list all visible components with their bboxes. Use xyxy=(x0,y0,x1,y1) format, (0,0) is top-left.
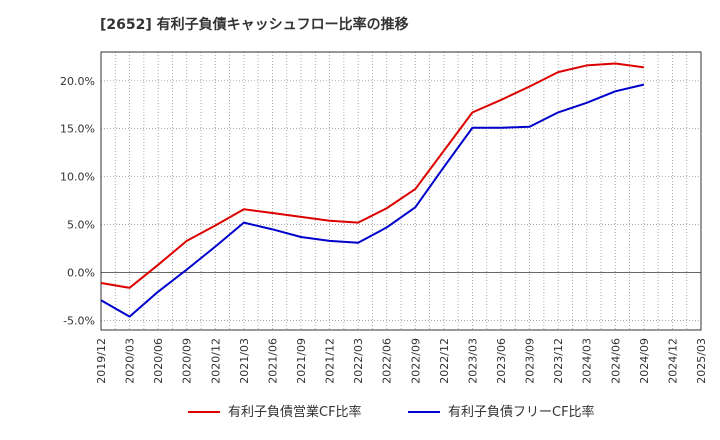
x-tick-label: 2020/06 xyxy=(152,338,165,384)
x-tick-label: 2021/06 xyxy=(266,338,279,384)
x-tick-label: 2021/03 xyxy=(238,338,251,384)
x-tick-label: 2021/09 xyxy=(295,338,308,384)
x-tick-label: 2024/09 xyxy=(638,338,651,384)
x-tick-label: 2020/12 xyxy=(209,338,222,384)
chart-title: [2652] 有利子負債キャッシュフロー比率の推移 xyxy=(100,16,409,33)
y-tick-label: 20.0% xyxy=(60,75,95,88)
y-tick-label: 10.0% xyxy=(60,171,95,184)
x-tick-label: 2021/12 xyxy=(324,338,337,384)
x-tick-label: 2022/06 xyxy=(381,338,394,384)
x-tick-label: 2020/03 xyxy=(124,338,137,384)
series-line-1 xyxy=(100,62,644,289)
plot-border xyxy=(100,51,702,331)
x-tick-label: 2023/09 xyxy=(524,338,537,384)
x-tick-label: 2022/12 xyxy=(438,338,451,384)
x-tick-label: 2022/03 xyxy=(352,338,365,384)
x-tick-label: 2023/03 xyxy=(466,338,479,384)
x-tick-label: 2024/03 xyxy=(581,338,594,384)
x-tick-label: 2019/12 xyxy=(95,338,108,384)
x-tick-label: 2024/12 xyxy=(666,338,679,384)
x-tick-label: 2023/06 xyxy=(495,338,508,384)
x-tick-label: 2022/09 xyxy=(409,338,422,384)
x-tick-label: 2025/03 xyxy=(695,338,708,384)
y-tick-label: 15.0% xyxy=(60,123,95,136)
y-tick-label: 5.0% xyxy=(67,219,95,232)
x-tick-label: 2023/12 xyxy=(552,338,565,384)
series-line-2 xyxy=(100,83,645,318)
y-tick-label: -5.0% xyxy=(63,314,95,327)
y-tick-label: 0.0% xyxy=(67,266,95,279)
legend-label-2: 有利子負債フリーCF比率 xyxy=(448,404,595,420)
legend-label-1: 有利子負債営業CF比率 xyxy=(228,404,362,420)
x-tick-label: 2020/09 xyxy=(181,338,194,384)
x-tick-label: 2024/06 xyxy=(609,338,622,384)
